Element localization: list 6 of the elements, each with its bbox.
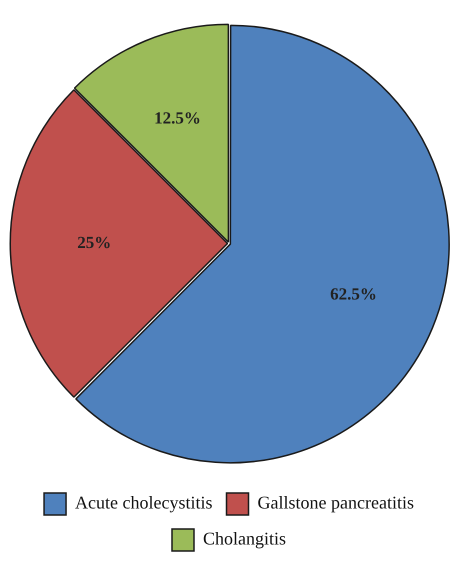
data-label: 25% (77, 232, 112, 252)
data-label: 12.5% (154, 108, 201, 128)
legend-label: Cholangitis (203, 528, 286, 549)
legend-label: Gallstone pancreatitis (258, 492, 414, 513)
data-label: 62.5% (330, 284, 377, 304)
legend-label: Acute cholecystitis (75, 492, 213, 513)
